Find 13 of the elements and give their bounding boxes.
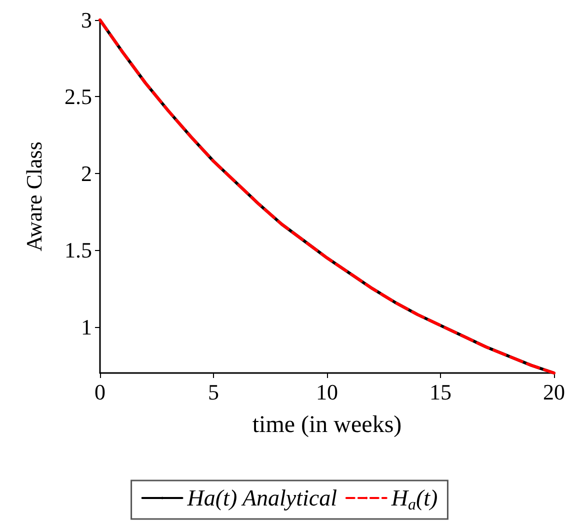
x-tick-label: 5 [208, 380, 219, 404]
y-axis-title: Aware Class [22, 142, 46, 252]
y-tick-label: 1.5 [64, 238, 92, 263]
x-tick-label: 20 [543, 380, 565, 404]
y-tick-label: 1 [81, 314, 92, 340]
x-tick-label: 10 [316, 380, 338, 404]
y-tick-label: 3 [81, 8, 92, 32]
x-axis-title: time (in weeks) [252, 412, 402, 438]
x-tick-label: 15 [430, 380, 452, 404]
legend-label: Ha(t) Analytical [186, 486, 337, 510]
x-tick-label: 0 [94, 380, 106, 404]
y-tick-label: 2 [81, 160, 92, 186]
y-tick-label: 2.5 [64, 84, 92, 110]
